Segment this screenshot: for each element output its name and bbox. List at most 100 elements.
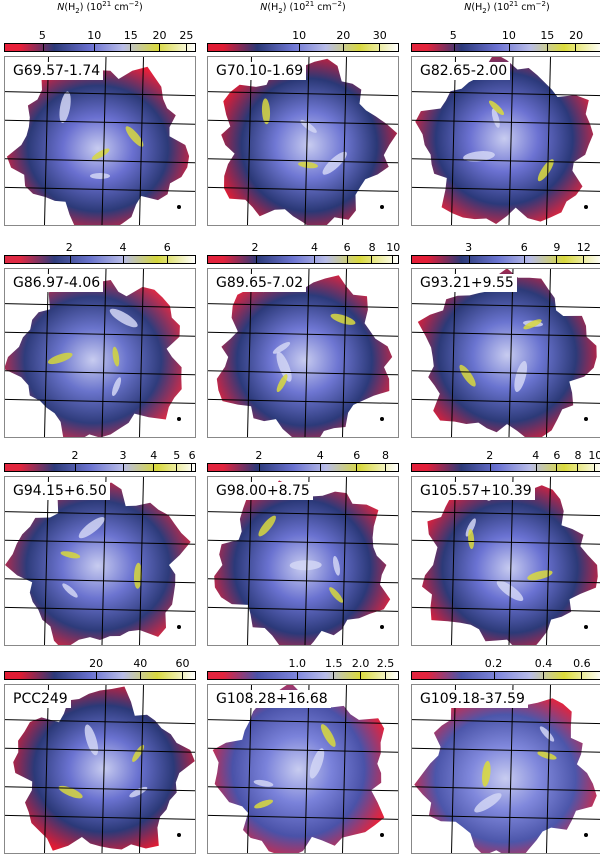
colorbar-tick-label: 8 — [368, 241, 376, 254]
colorbar-tick-labels: 2 4 6 8 — [205, 449, 401, 463]
colorbar-tick-label: 20 — [569, 29, 584, 42]
coordinate-grid-line — [342, 57, 347, 225]
column-density-map: G86.97-4.06 — [4, 268, 196, 438]
coordinate-grid-line — [139, 477, 144, 645]
emission-region — [415, 57, 594, 224]
colorbar-tick-label: 40 — [133, 657, 148, 670]
colorbar-tick-mark — [493, 672, 495, 679]
coordinate-grid-line — [208, 747, 398, 753]
colorbar-tick-label: 1.0 — [288, 657, 306, 670]
dense-filament — [109, 308, 138, 328]
coordinate-grid-line — [247, 685, 252, 853]
coordinate-grid-line — [304, 57, 310, 225]
coordinate-grid-line — [412, 747, 600, 753]
coordinate-grid-line — [5, 186, 195, 192]
colorbar — [207, 463, 399, 472]
density-image — [208, 685, 398, 853]
beam-size-marker — [380, 833, 384, 837]
beam-size-marker — [584, 205, 588, 209]
density-image — [208, 477, 398, 645]
colorbar-tick-mark — [320, 464, 322, 471]
colorbar-tick-label: 1.5 — [324, 657, 343, 670]
dense-filament — [322, 151, 347, 175]
colorbar-tick-mark — [371, 256, 373, 263]
dense-filament — [253, 779, 274, 787]
colorbar-tick-label: 2 — [486, 449, 494, 462]
map-panel: N(H2) (1021 cm−2) 10 20 30 G70.10-1.69 — [205, 0, 401, 228]
dense-filament — [90, 173, 110, 179]
colorbar-tick-mark — [185, 44, 187, 51]
coordinate-grid-line — [412, 91, 600, 97]
colorbar-tick-mark — [469, 256, 470, 263]
emission-region — [212, 685, 385, 853]
colorbar — [207, 43, 399, 52]
colorbar-tick-label: 60 — [175, 657, 190, 670]
field-name-label: G93.21+9.55 — [417, 274, 517, 292]
coordinate-grid-line — [5, 814, 195, 820]
beam-size-marker — [380, 625, 384, 629]
colorbar-tick-mark — [581, 672, 583, 679]
field-name-label: G82.65-2.00 — [417, 62, 511, 80]
coordinate-grid-line — [208, 119, 398, 125]
coordinate-grid-line — [101, 57, 107, 225]
dense-filament — [58, 785, 83, 799]
beam-size-marker — [584, 833, 588, 837]
colorbar-tick-label: 30 — [372, 29, 387, 42]
coordinate-grid-line — [342, 685, 347, 853]
colorbar-tick-mark — [333, 672, 335, 679]
colorbar-tick-labels: 3 6 9 12 — [409, 241, 600, 255]
colorbar — [411, 671, 600, 680]
coordinate-grid-line — [412, 511, 600, 517]
dense-filament — [289, 560, 322, 571]
coordinate-grid-line — [5, 719, 195, 725]
dense-filament — [537, 751, 557, 760]
colorbar-tick-label: 4 — [532, 449, 540, 462]
colorbar-tick-mark — [384, 672, 386, 679]
colorbar-tick-label: 10 — [386, 241, 401, 254]
emission-region — [6, 66, 190, 225]
colorbar-tick-mark — [153, 464, 155, 471]
colorbar-tick-label: 4 — [119, 241, 127, 254]
colorbar-tick-mark — [130, 44, 132, 51]
colorbar-tick-mark — [181, 672, 183, 679]
colorbar-tick-label: 0.2 — [484, 657, 503, 670]
coordinate-grid-line — [5, 370, 195, 376]
map-panel: N(H2) (1021 cm−2) 5 10 15 20 G82.65-2.00 — [409, 0, 600, 228]
colorbar-tick-label: 20 — [336, 29, 351, 42]
field-name-label: G98.00+8.75 — [213, 482, 313, 500]
density-image — [412, 269, 600, 437]
map-panel: N(H2) (1021 cm−2) 5 10 15 20 25 G69.57-1.74 — [2, 0, 198, 228]
colorbar-tick-label: 4 — [316, 449, 324, 462]
emission-region — [216, 275, 393, 437]
colorbar-tick-labels: 2 4 6 — [2, 241, 198, 255]
coordinate-grid-line — [546, 269, 551, 437]
colorbar-tick-label: 5 — [173, 449, 181, 462]
coordinate-grid-line — [412, 786, 600, 792]
coordinate-grid-line — [208, 786, 398, 792]
colorbar-tick-label: 12 — [576, 241, 591, 254]
colorbar-tick-label: 0.6 — [573, 657, 591, 670]
colorbar-tick-label: 2 — [65, 241, 73, 254]
coordinate-grid-line — [208, 158, 398, 164]
colorbar-tick-mark — [158, 44, 160, 51]
dense-filament — [261, 98, 271, 125]
dense-filament — [258, 515, 276, 537]
colorbar-tick-mark — [342, 44, 344, 51]
dense-filament — [309, 748, 325, 779]
map-panel: 2 4 6 8 10 G89.65-7.02 — [205, 224, 401, 440]
coordinate-grid-line — [5, 539, 195, 545]
coordinate-grid-line — [247, 477, 252, 645]
coordinate-grid-line — [208, 539, 398, 545]
colorbar-tick-label: 5 — [449, 29, 457, 42]
colorbar-tick-label: 2 — [251, 241, 259, 254]
coordinate-grid-line — [208, 370, 398, 376]
colorbar-tick-mark — [384, 464, 386, 471]
beam-size-marker — [584, 625, 588, 629]
coordinate-grid-line — [412, 331, 600, 337]
colorbar-tick-mark — [346, 256, 348, 263]
colorbar-tick-label: 2 — [255, 449, 263, 462]
coordinate-grid-line — [412, 606, 600, 612]
coordinate-grid-line — [44, 57, 49, 225]
